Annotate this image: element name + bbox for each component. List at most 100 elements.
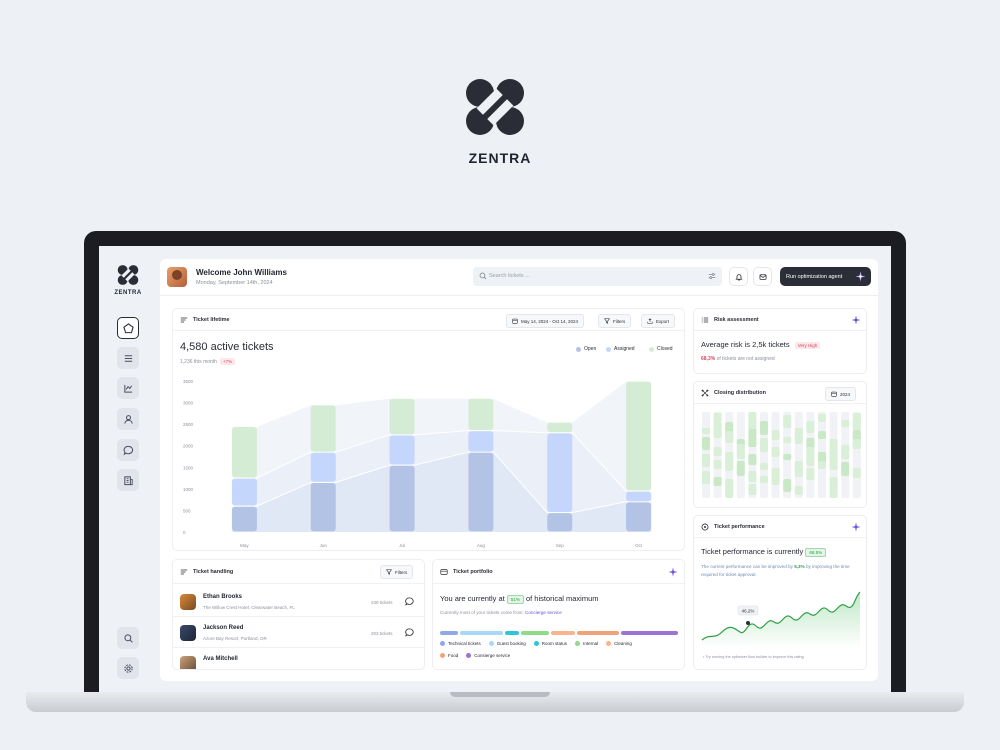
- bar-segment[interactable]: [468, 398, 494, 431]
- distribution-cell: [736, 444, 745, 459]
- chat-bubble-icon[interactable]: [405, 628, 414, 637]
- export-button[interactable]: Export: [641, 314, 676, 328]
- welcome-text: Welcome John Williams: [196, 268, 287, 277]
- avatar: [180, 594, 196, 610]
- nav-search-button[interactable]: [117, 627, 139, 649]
- bar-segment[interactable]: [547, 513, 573, 532]
- handling-title: Ticket handling: [193, 569, 234, 575]
- performance-badge: 68.5%: [805, 548, 827, 557]
- bar-segment[interactable]: [231, 478, 257, 506]
- legend-label: Consierge service: [474, 653, 511, 658]
- building-icon: [123, 475, 133, 485]
- bar-segment[interactable]: [468, 431, 494, 452]
- performance-footer-text: Try running the optimizer flow builder t…: [705, 655, 804, 659]
- bar-segment[interactable]: [547, 422, 573, 433]
- chart-line-icon: [123, 384, 132, 393]
- bar-segment[interactable]: [389, 465, 415, 532]
- distribution-cell: [771, 468, 780, 485]
- handling-filters-label: Filters: [395, 569, 408, 575]
- bar-segment[interactable]: [310, 452, 336, 482]
- date-range-text: May 14, 2024 - Oct 14, 2024: [521, 318, 579, 324]
- closing-distribution-chart: [702, 412, 861, 498]
- performance-header: Ticket performance: [694, 516, 866, 538]
- run-optimization-button[interactable]: Run optimization agent: [780, 267, 871, 286]
- current-date: Monday, September 14th, 2024: [196, 280, 273, 286]
- notifications-button[interactable]: [729, 267, 748, 286]
- legend-label: Guest booking: [496, 641, 526, 646]
- y-tick-label: 2000: [183, 444, 194, 449]
- distribution-cell: [841, 462, 850, 476]
- series-flow-line: [231, 380, 652, 427]
- distribution-cell: [818, 414, 826, 422]
- closing-title: Closing distribution: [714, 390, 766, 396]
- nav-building-button[interactable]: [117, 469, 139, 491]
- distribution-cell: [841, 420, 850, 427]
- bar-segment[interactable]: [626, 502, 652, 532]
- list-item[interactable]: Jackson Reed Azure Bay Resort, Portland,…: [173, 617, 424, 648]
- distribution-cell: [748, 429, 757, 447]
- legend-dot: [533, 641, 539, 646]
- user-avatar[interactable]: [167, 267, 187, 287]
- nav-chat-button[interactable]: [117, 439, 139, 461]
- nav-tickets-button[interactable]: [117, 347, 139, 369]
- distribution-cell: [725, 452, 734, 471]
- legend-assigned: Assigned: [606, 346, 635, 352]
- nav-user-button[interactable]: [117, 408, 139, 430]
- y-tick-label: 500: [183, 508, 191, 513]
- bar-segment[interactable]: [626, 491, 652, 502]
- risk-description: 68,3% of tickets are not assigned: [701, 356, 775, 362]
- legend-item: Food: [440, 653, 458, 658]
- distribution-cell: [829, 480, 838, 498]
- risk-headline: Average risk is 2,5k tickets Very High: [701, 340, 821, 349]
- search-input[interactable]: Search tickets ...: [473, 267, 722, 286]
- portfolio-desc-link[interactable]: Concierge service: [525, 610, 562, 615]
- dashboard: Welcome John Williams Monday, September …: [160, 259, 878, 681]
- list-filter-icon: [180, 569, 188, 575]
- search-icon: [123, 633, 133, 643]
- x-tick-label: Jun: [320, 543, 328, 548]
- nav-chart-button[interactable]: [117, 377, 139, 399]
- bar-segment[interactable]: [231, 506, 257, 532]
- lifetime-filters-button[interactable]: Filters: [598, 314, 632, 328]
- segment-food: [576, 631, 619, 635]
- nav-home-button[interactable]: [117, 317, 139, 339]
- ticket-portfolio-card: Ticket portfolio You are currently at 51…: [432, 559, 685, 670]
- date-range-picker[interactable]: May 14, 2024 - Oct 14, 2024: [506, 314, 585, 328]
- chat-bubble-icon[interactable]: [405, 597, 414, 606]
- delta-badge: +7%: [219, 358, 236, 365]
- series-flow-line: [231, 451, 652, 514]
- bar-segment[interactable]: [468, 452, 494, 532]
- distribution-cell: [794, 461, 803, 477]
- list-item[interactable]: Ethan Brooks The Willow Crest Hotel, Cle…: [173, 586, 424, 617]
- chat-bubble-icon: [122, 445, 133, 455]
- sparkle-icon: [855, 271, 866, 282]
- filter-icon: [386, 569, 392, 575]
- distribution-cell: [841, 445, 850, 459]
- risk-header: Risk assessment: [694, 309, 866, 331]
- year-picker[interactable]: 2024: [825, 387, 857, 401]
- performance-desc-by: by: [805, 564, 811, 569]
- pentagon-home-icon: [122, 322, 134, 333]
- list-item[interactable]: Ava Mitchell: [173, 648, 424, 669]
- closing-distribution-card: Closing distribution 2024: [693, 381, 867, 508]
- distribution-cell: [783, 420, 792, 426]
- legend-open-label: Open: [584, 346, 597, 352]
- distribution-cell: [794, 486, 803, 495]
- legend-dot: [575, 641, 581, 646]
- nav-settings-button[interactable]: [117, 657, 139, 679]
- bar-segment[interactable]: [310, 482, 336, 532]
- bar-segment[interactable]: [310, 405, 336, 452]
- bar-segment[interactable]: [389, 398, 415, 435]
- handler-name: Jackson Reed: [203, 625, 244, 631]
- bar-segment[interactable]: [547, 433, 573, 512]
- distribution-cell: [760, 438, 768, 452]
- closing-header: Closing distribution 2024: [694, 382, 866, 404]
- handling-filters-button[interactable]: Filters: [380, 565, 414, 579]
- bar-segment[interactable]: [231, 426, 257, 478]
- bar-segment[interactable]: [626, 381, 652, 491]
- inbox-button[interactable]: [753, 267, 772, 286]
- sliders-icon[interactable]: [708, 272, 716, 280]
- x-tick-label: Sep: [556, 543, 565, 548]
- x-tick-label: Aug: [477, 543, 486, 548]
- bar-segment[interactable]: [389, 435, 415, 465]
